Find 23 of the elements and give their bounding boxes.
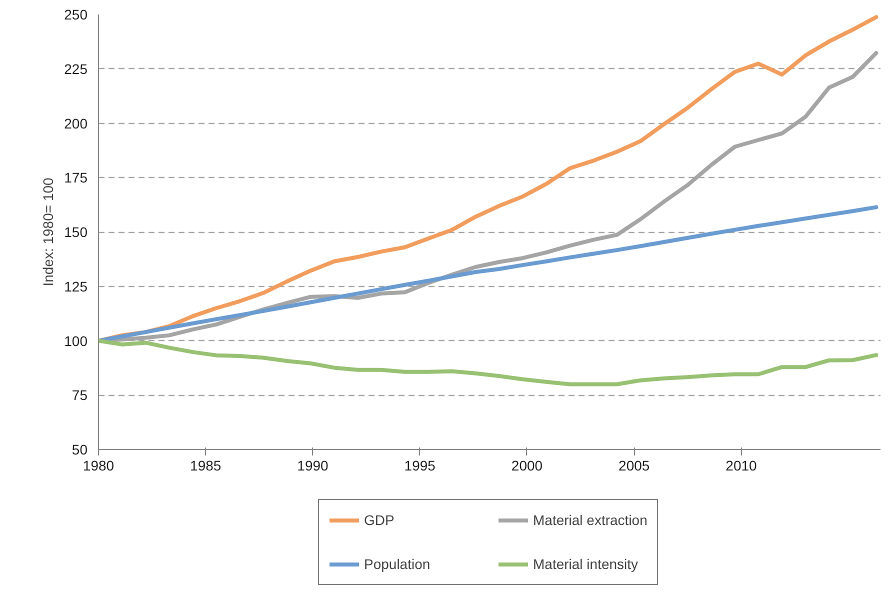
x-tick-label: 2005 (618, 458, 650, 474)
y-tick-label: 125 (64, 278, 88, 294)
x-tick-label: 1990 (297, 458, 329, 474)
x-tick-label: 1985 (190, 458, 222, 474)
y-tick-label: 200 (64, 115, 88, 132)
line-series (98, 338, 878, 386)
x-tick-label: 1980 (82, 458, 114, 474)
x-tick-label: 2010 (726, 458, 758, 474)
y-tick-label: 50 (72, 442, 88, 458)
y-axis-title: Index: 1980= 100 (40, 177, 56, 286)
legend-label: Material intensity (533, 556, 640, 572)
y-tick-label: 75 (72, 387, 88, 404)
legend-label: Material extraction (533, 512, 648, 528)
x-tick-label: 1995 (404, 458, 436, 474)
line-series (98, 205, 878, 343)
y-tick-label: 250 (64, 6, 88, 22)
y-tick-label: 225 (64, 60, 88, 77)
y-tick-label: 175 (64, 170, 88, 186)
y-tick-label: 150 (64, 224, 88, 240)
legend-label: Population (364, 556, 432, 572)
legend-label: GDP (364, 512, 396, 528)
x-tick-label: 2000 (511, 458, 543, 474)
y-tick-label: 100 (64, 332, 88, 349)
